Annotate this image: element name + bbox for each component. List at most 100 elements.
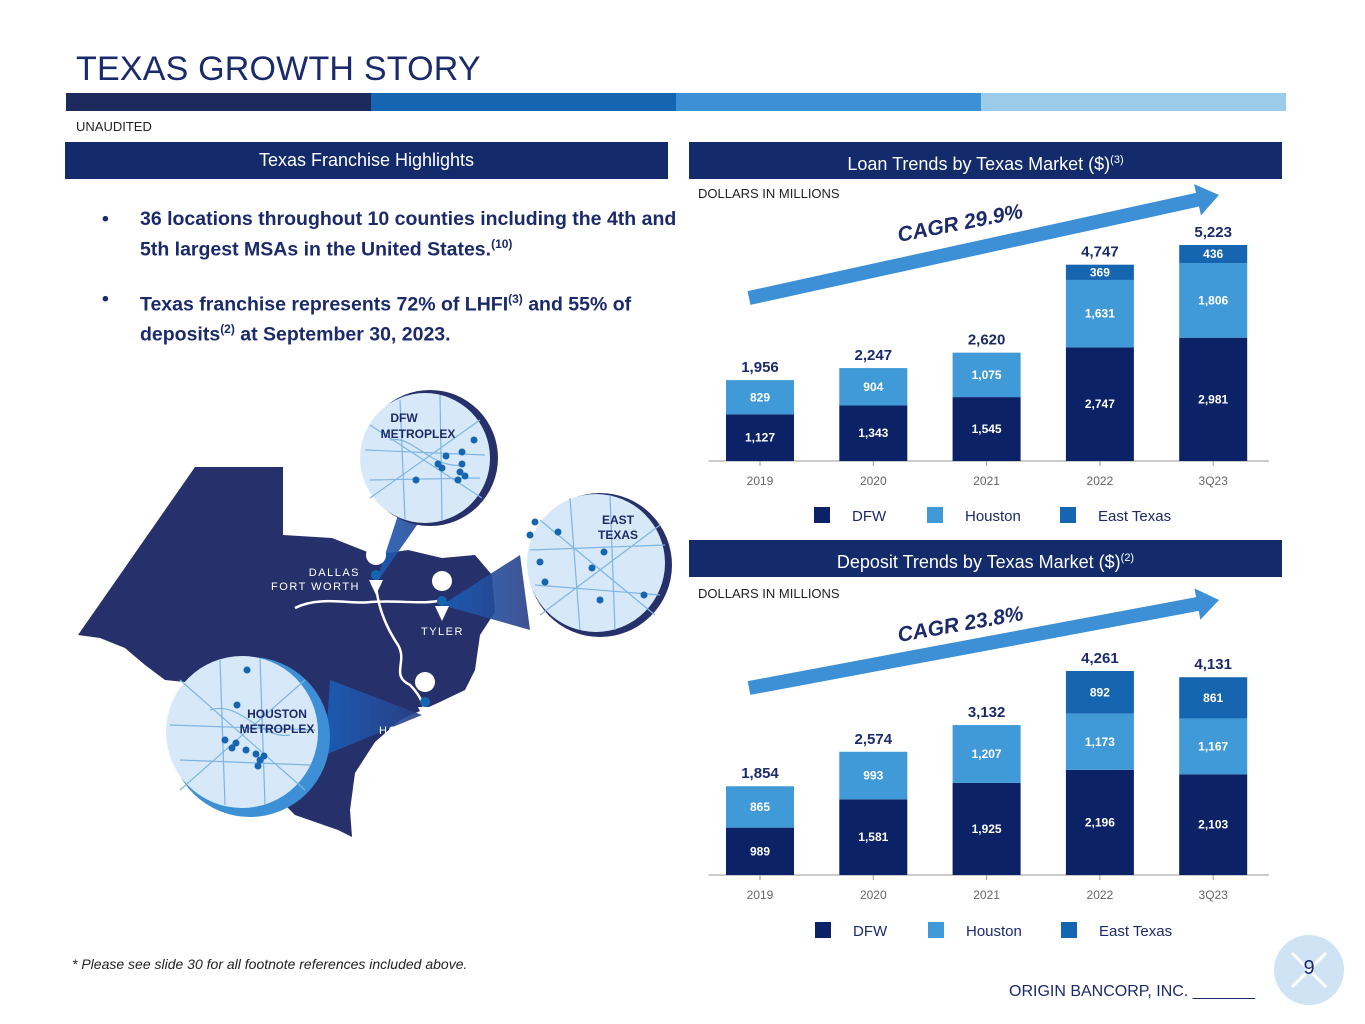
bar-segment-houston <box>952 725 1021 783</box>
dfw-inset-label: DFW <box>390 411 418 425</box>
bar-total-label: 4,131 <box>1194 656 1232 673</box>
bar-segment-east-texas <box>1179 677 1248 719</box>
legend-item-houston: Houston <box>928 922 1022 940</box>
bar-segment-houston <box>952 352 1021 398</box>
bar-total-label: 1,956 <box>741 359 779 376</box>
houston-pin <box>415 672 436 722</box>
x-tick-label: 2019 <box>747 474 774 488</box>
bar-total-label: 4,261 <box>1081 650 1119 667</box>
bar-value-label: 1,075 <box>972 368 1002 382</box>
texas-map: DALLAS FORT WORTH TYLER HOUSTON DFW METR… <box>78 390 672 837</box>
bar-value-label: 2,747 <box>1085 397 1115 411</box>
bar-segment-houston <box>839 751 908 800</box>
x-tick-label: 2021 <box>973 888 1000 902</box>
tyler-pin <box>432 571 453 621</box>
bar-value-label: 989 <box>750 844 770 858</box>
page-title: TEXAS GROWTH STORY <box>76 50 481 88</box>
east-inset-label: EAST <box>602 513 635 527</box>
bar-value-label: 2,196 <box>1085 815 1115 829</box>
bar-total-label: 4,747 <box>1081 244 1119 261</box>
bar-segment-dfw <box>1065 347 1134 461</box>
bar-value-label: 861 <box>1203 691 1223 705</box>
city-label-fort-worth: FORT WORTH <box>271 581 360 593</box>
x-tick-label: 2022 <box>1087 888 1114 902</box>
x-tick-label: 2021 <box>973 474 1000 488</box>
bar-total-label: 1,854 <box>741 765 779 782</box>
bar-segment-houston <box>839 368 908 406</box>
bar-value-label: 1,173 <box>1085 735 1115 749</box>
highlight-bullet: Texas franchise represents 72% of LHFI(3… <box>80 287 680 348</box>
bar-segment-dfw <box>1065 769 1134 875</box>
bar-segment-dfw <box>726 827 794 875</box>
bar-value-label: 1,631 <box>1085 307 1115 321</box>
x-tick-label: 2020 <box>860 474 887 488</box>
bar-total-label: 5,223 <box>1194 224 1232 241</box>
title-band-segment <box>676 93 981 111</box>
logo-mark-icon <box>1290 951 1328 989</box>
legend-swatch <box>928 922 944 938</box>
bar-value-label: 2,103 <box>1198 818 1228 832</box>
bar-value-label: 993 <box>863 769 883 783</box>
legend-item-houston: Houston <box>927 507 1021 525</box>
page-number: 9 <box>1303 957 1315 979</box>
bar-segment-dfw <box>839 405 908 461</box>
bar-total-label: 2,620 <box>968 332 1006 349</box>
bar-value-label: 1,925 <box>972 822 1002 836</box>
legend-item-dfw: DFW <box>815 922 887 940</box>
bar-value-label: 904 <box>863 380 883 394</box>
growth-arrow <box>747 184 1219 305</box>
bar-total-label: 2,574 <box>855 731 893 748</box>
bar-segment-houston <box>726 786 794 828</box>
legend-swatch <box>814 507 830 523</box>
city-label-houston: HOUSTON <box>379 725 444 737</box>
houston-inset-label: HOUSTON <box>247 707 307 721</box>
bar-segment-houston <box>726 380 794 415</box>
bar-segment-east-texas <box>1065 671 1134 714</box>
bar-segment-dfw <box>726 414 794 461</box>
deposit-chart-header: Deposit Trends by Texas Market ($)(2) <box>689 540 1282 577</box>
bar-segment-dfw <box>952 782 1021 875</box>
loan-chart: CAGR 29.9%1,1278291,95620191,3439042,247… <box>709 184 1269 488</box>
deposit-units-label: DOLLARS IN MILLIONS <box>698 586 840 601</box>
bar-value-label: 369 <box>1090 265 1110 279</box>
bar-value-label: 865 <box>750 800 770 814</box>
legend-swatch <box>1061 922 1077 938</box>
east-inset-label: TEXAS <box>598 528 638 542</box>
x-tick-label: 2022 <box>1087 474 1114 488</box>
dallas-pin <box>366 545 387 595</box>
bar-value-label: 829 <box>750 390 770 404</box>
x-tick-label: 3Q23 <box>1199 888 1229 902</box>
bar-value-label: 1,806 <box>1198 293 1228 307</box>
unaudited-label: UNAUDITED <box>76 119 152 134</box>
bar-value-label: 2,981 <box>1198 392 1228 406</box>
title-band-segment <box>371 93 676 111</box>
houston-beam <box>325 680 422 755</box>
x-tick-label: 3Q23 <box>1199 474 1229 488</box>
bar-total-label: 3,132 <box>968 704 1006 721</box>
dfw-inset-label: METROPLEX <box>381 427 456 441</box>
highlights-list: 36 locations throughout 10 counties incl… <box>80 207 680 372</box>
growth-arrow <box>747 588 1219 695</box>
loan-units-label: DOLLARS IN MILLIONS <box>698 186 840 201</box>
legend-item-east-texas: East Texas <box>1061 922 1172 940</box>
city-label-tyler: TYLER <box>421 626 464 638</box>
legend-swatch <box>927 507 943 523</box>
dfw-inset: DFW METROPLEX <box>360 390 498 526</box>
loan-chart-header: Loan Trends by Texas Market ($)(3) <box>689 142 1282 179</box>
houston-inset-label: METROPLEX <box>240 722 315 736</box>
highlight-bullet: 36 locations throughout 10 counties incl… <box>80 207 680 263</box>
bar-segment-houston <box>1179 718 1248 775</box>
legend-swatch <box>815 922 831 938</box>
bar-segment-east-texas <box>1179 245 1248 264</box>
bar-total-label: 2,247 <box>855 347 893 364</box>
bar-value-label: 436 <box>1203 247 1223 261</box>
legend-swatch <box>1060 507 1076 523</box>
bar-value-label: 1,127 <box>745 431 775 445</box>
x-tick-label: 2019 <box>747 888 774 902</box>
route-line <box>294 584 443 711</box>
x-tick-label: 2020 <box>860 888 887 902</box>
company-name: ORIGIN BANCORP, INC. _______ <box>1009 983 1256 1000</box>
bar-segment-houston <box>1179 263 1248 338</box>
bar-segment-houston <box>1065 713 1134 770</box>
east-texas-inset: EAST TEXAS <box>526 493 672 637</box>
